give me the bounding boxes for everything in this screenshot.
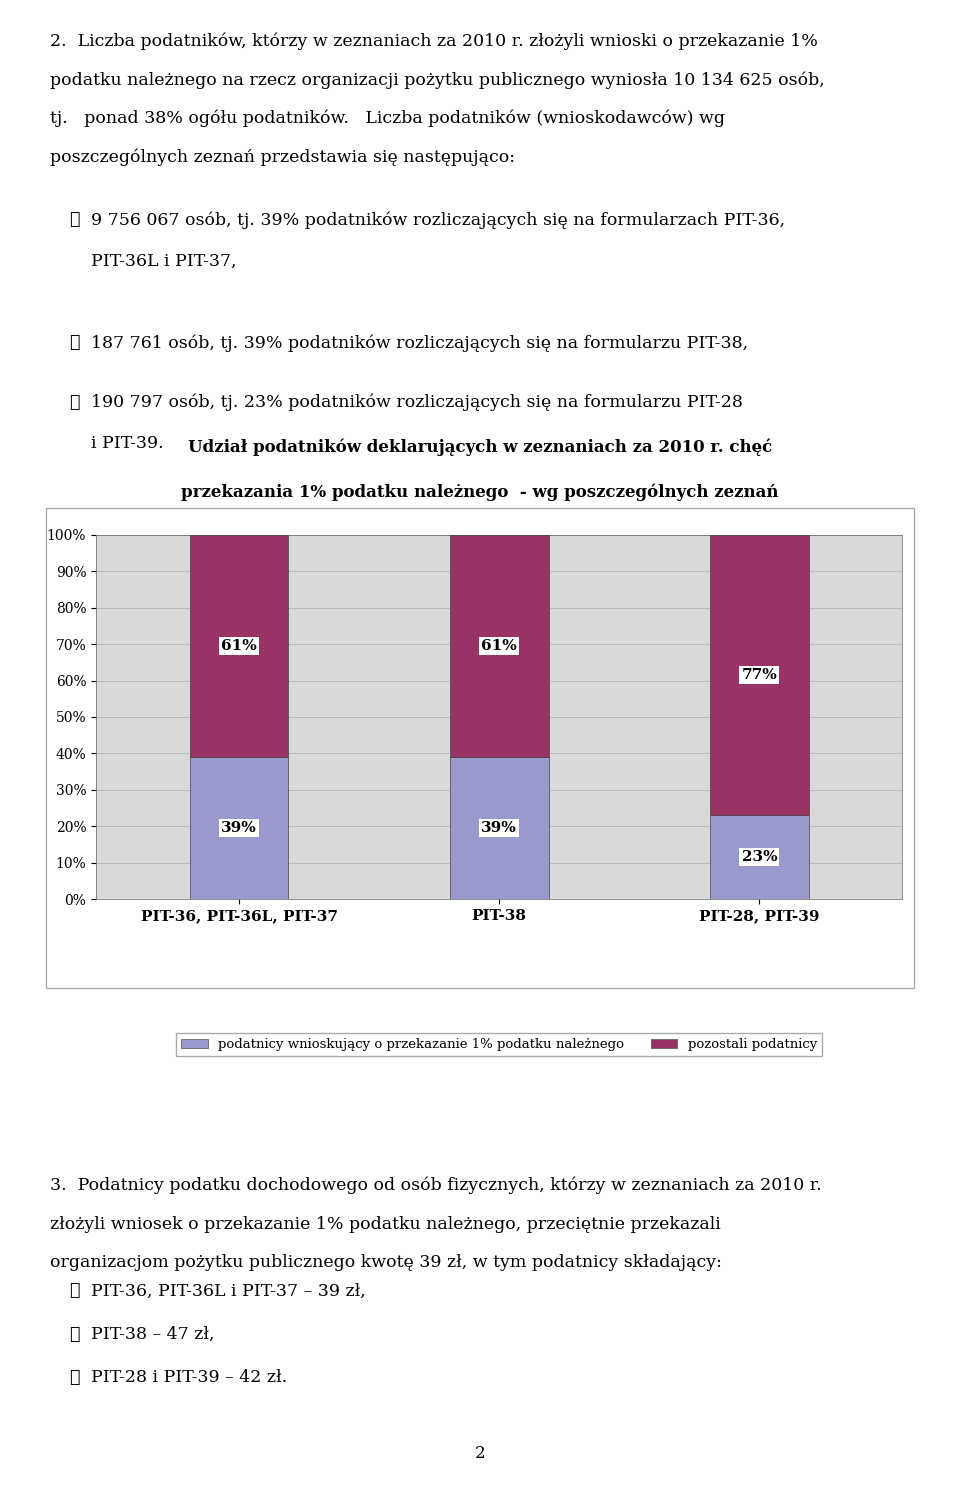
Text: 39%: 39%: [481, 822, 517, 835]
Text: 3.  Podatnicy podatku dochodowego od osób fizycznych, którzy w zeznaniach za 201: 3. Podatnicy podatku dochodowego od osób…: [50, 1177, 822, 1195]
Text: poszczególnych zeznań przedstawia się następująco:: poszczególnych zeznań przedstawia się na…: [50, 149, 515, 166]
Text: ➤: ➤: [69, 334, 80, 351]
Text: 61%: 61%: [481, 639, 517, 652]
Text: tj.   ponad 38% ogółu podatników.   Liczba podatników (wnioskodawców) wg: tj. ponad 38% ogółu podatników. Liczba p…: [50, 110, 725, 128]
Text: 61%: 61%: [221, 639, 257, 652]
Legend: podatnicy wnioskujący o przekazanie 1% podatku należnego, pozostali podatnicy: podatnicy wnioskujący o przekazanie 1% p…: [176, 1033, 823, 1057]
Bar: [709, 535, 808, 816]
Text: organizacjom pożytku publicznego kwotę 39 zł, w tym podatnicy składający:: organizacjom pożytku publicznego kwotę 3…: [50, 1254, 722, 1271]
Bar: [190, 756, 289, 899]
Text: złożyli wniosek o przekazanie 1% podatku należnego, przeciętnie przekazali: złożyli wniosek o przekazanie 1% podatku…: [50, 1216, 721, 1232]
Text: 2: 2: [474, 1446, 486, 1462]
Bar: [190, 535, 289, 756]
Text: ➤: ➤: [69, 1326, 80, 1342]
Text: 187 761 osób, tj. 39% podatników rozliczających się na formularzu PIT-38,: 187 761 osób, tj. 39% podatników rozlicz…: [91, 334, 749, 352]
Text: 39%: 39%: [221, 822, 257, 835]
Bar: [450, 535, 548, 756]
Text: Udział podatników deklarujących w zeznaniach za 2010 r. chęć: Udział podatników deklarujących w zeznan…: [188, 438, 772, 456]
Text: 23%: 23%: [741, 850, 778, 865]
Text: PIT-28 i PIT-39 – 42 zł.: PIT-28 i PIT-39 – 42 zł.: [91, 1369, 287, 1385]
Text: ➤: ➤: [69, 394, 80, 410]
Text: ➤: ➤: [69, 1369, 80, 1385]
Text: i PIT-39.: i PIT-39.: [91, 435, 164, 452]
Text: PIT-36L i PIT-37,: PIT-36L i PIT-37,: [91, 253, 237, 269]
Text: podatku należnego na rzecz organizacji pożytku publicznego wyniosła 10 134 625 o: podatku należnego na rzecz organizacji p…: [50, 71, 825, 89]
Text: 77%: 77%: [741, 669, 778, 682]
Bar: [709, 816, 808, 899]
Text: 190 797 osób, tj. 23% podatników rozliczających się na formularzu PIT-28: 190 797 osób, tj. 23% podatników rozlicz…: [91, 394, 743, 412]
Text: 9 756 067 osób, tj. 39% podatników rozliczających się na formularzach PIT-36,: 9 756 067 osób, tj. 39% podatników rozli…: [91, 211, 785, 229]
Text: PIT-36, PIT-36L i PIT-37 – 39 zł,: PIT-36, PIT-36L i PIT-37 – 39 zł,: [91, 1282, 366, 1299]
Text: przekazania 1% podatku należnego  - wg poszczególnych zeznań: przekazania 1% podatku należnego - wg po…: [181, 483, 779, 501]
Text: ➤: ➤: [69, 1282, 80, 1299]
Text: 2.  Liczba podatników, którzy w zeznaniach za 2010 r. złożyli wnioski o przekaza: 2. Liczba podatników, którzy w zeznaniac…: [50, 33, 818, 51]
Text: PIT-38 – 47 zł,: PIT-38 – 47 zł,: [91, 1326, 215, 1342]
Text: ➤: ➤: [69, 211, 80, 227]
Bar: [450, 756, 548, 899]
